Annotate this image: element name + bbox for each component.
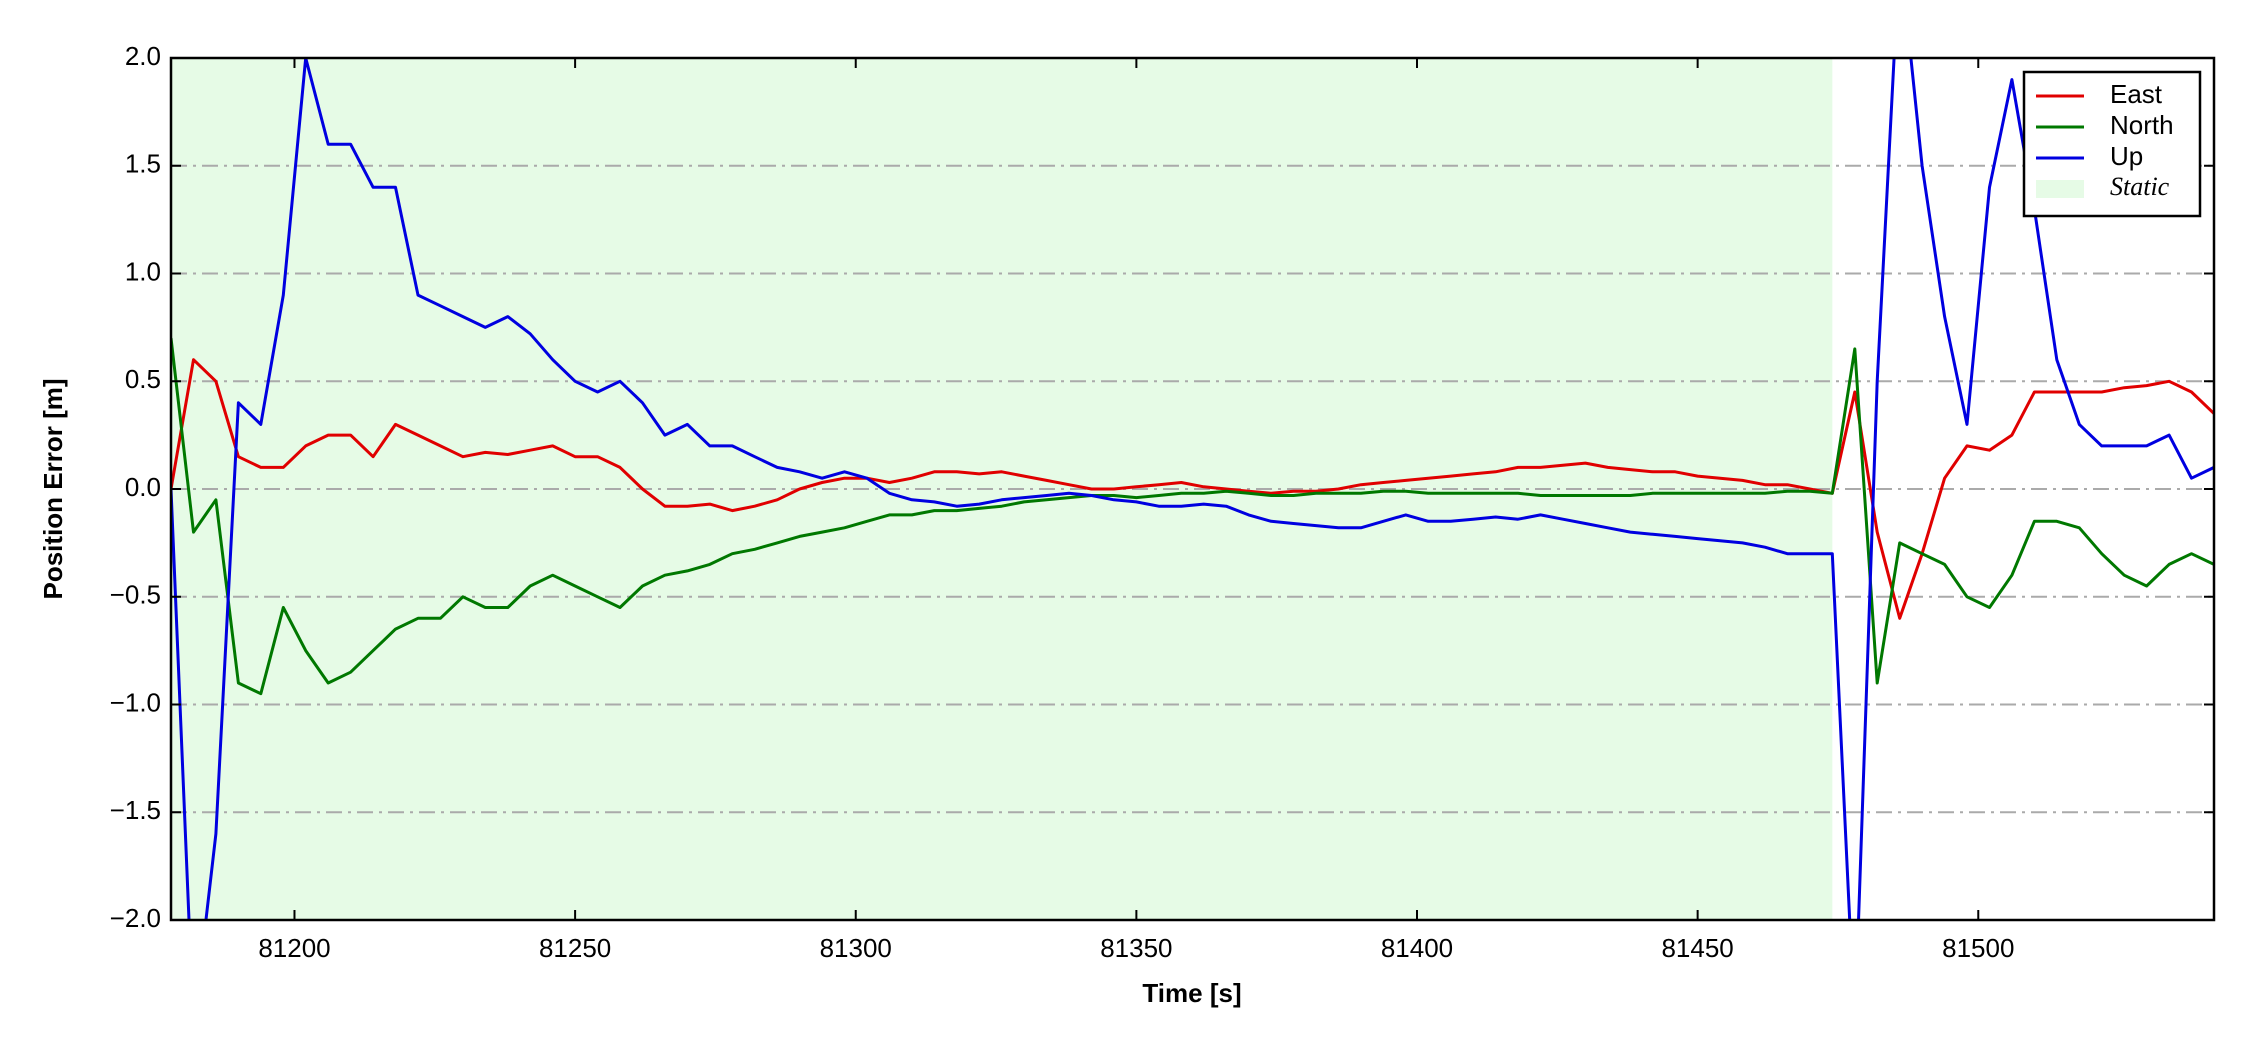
legend-label: Static [2110,172,2170,201]
x-tick-label: 81250 [539,933,611,963]
legend-label: North [2110,110,2174,140]
y-tick-label: −1.0 [110,687,161,717]
series-line [171,58,2214,920]
y-tick-label: 2.0 [125,41,161,71]
x-axis-label: Time [s] [1142,978,1241,1008]
legend-label: Up [2110,141,2143,171]
y-tick-label: −1.5 [110,795,161,825]
x-tick-label: 81200 [258,933,330,963]
y-tick-label: 0.0 [125,472,161,502]
y-tick-label: −2.0 [110,903,161,933]
y-axis-label: Position Error [m] [38,378,68,599]
axes-layer: −2.0 −1.5 −1.0 −0.5 0.0 0.5 1.0 1.5 2.0 81200 8125… [110,41,2214,963]
y-tick-label: −0.5 [110,580,161,610]
x-tick-label: 81450 [1661,933,1733,963]
legend-swatch [2036,180,2084,198]
y-tick-label: 1.5 [125,149,161,179]
series-line [171,337,2214,696]
x-tick-label: 81400 [1381,933,1453,963]
legend-label: East [2110,79,2163,109]
x-tick-label: 81500 [1942,933,2014,963]
x-tick-label: 81300 [820,933,892,963]
x-tick-label: 81350 [1100,933,1172,963]
y-tick-label: 0.5 [125,364,161,394]
lines-layer [171,58,2214,920]
y-tick-label: 1.0 [125,256,161,286]
